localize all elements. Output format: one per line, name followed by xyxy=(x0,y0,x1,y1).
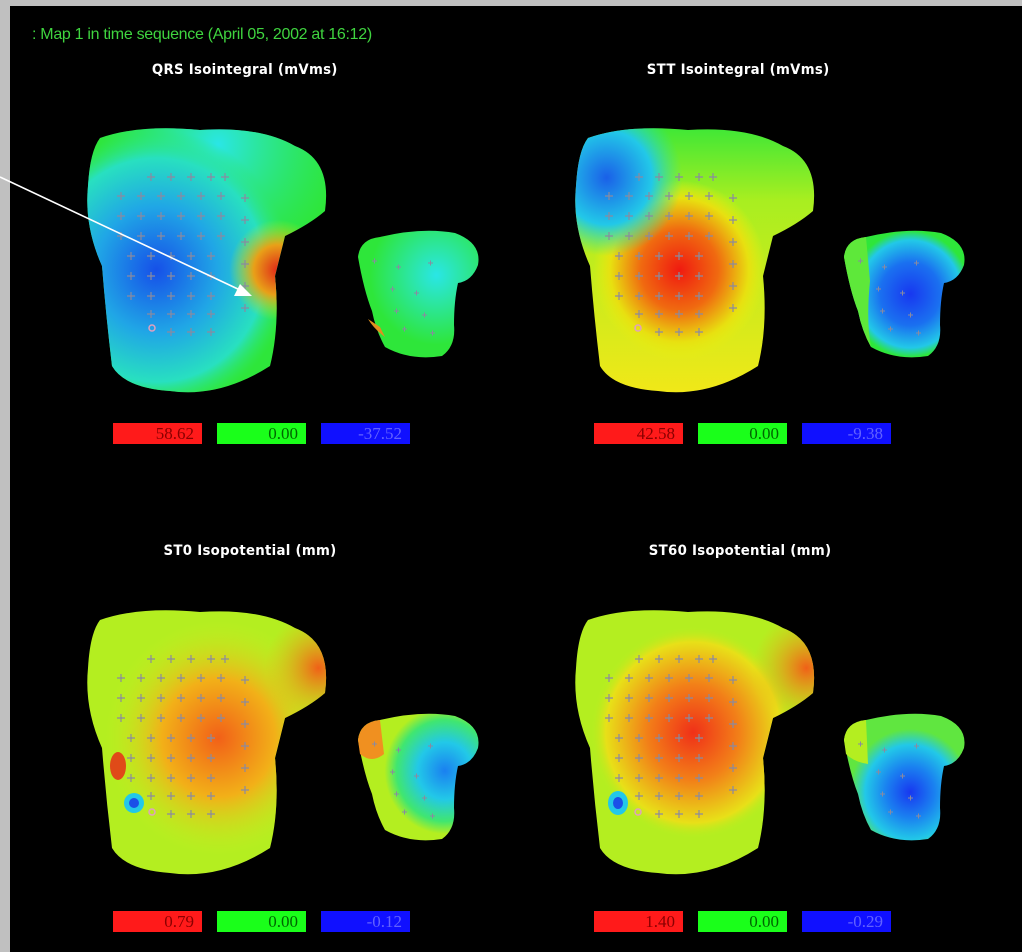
st60-scale-zero: 0.00 xyxy=(698,911,787,932)
map-viewport: : Map 1 in time sequence (April 05, 2002… xyxy=(10,6,1022,952)
stt-torso-front[interactable] xyxy=(558,116,828,396)
qrs-torso-front[interactable] xyxy=(70,116,340,396)
st0-scale-zero: 0.00 xyxy=(217,911,306,932)
st0-torso-side[interactable] xyxy=(350,704,490,844)
stt-scale-max: 42.58 xyxy=(594,423,683,444)
qrs-scale-zero: 0.00 xyxy=(217,423,306,444)
stt-scale-min: -9.38 xyxy=(802,423,891,444)
st60-scale-max: 1.40 xyxy=(594,911,683,932)
st0-scale-min: -0.12 xyxy=(321,911,410,932)
qrs-scale-max: 58.62 xyxy=(113,423,202,444)
map-title-st0: ST0 Isopotential (mm) xyxy=(163,543,337,559)
map-title-st60: ST60 Isopotential (mm) xyxy=(648,543,832,559)
stt-scale-zero: 0.00 xyxy=(698,423,787,444)
stt-torso-side[interactable] xyxy=(836,221,976,361)
st60-torso-side[interactable] xyxy=(836,704,976,844)
qrs-torso-side[interactable] xyxy=(350,221,490,361)
st60-torso-front[interactable] xyxy=(558,598,828,878)
sequence-title: : Map 1 in time sequence (April 05, 2002… xyxy=(32,26,372,43)
map-title-stt: STT Isointegral (mVms) xyxy=(646,62,830,78)
map-title-qrs: QRS Isointegral (mVms) xyxy=(151,62,338,78)
st60-scale-min: -0.29 xyxy=(802,911,891,932)
qrs-scale-min: -37.52 xyxy=(321,423,410,444)
st0-scale-max: 0.79 xyxy=(113,911,202,932)
st0-torso-front[interactable] xyxy=(70,598,340,878)
